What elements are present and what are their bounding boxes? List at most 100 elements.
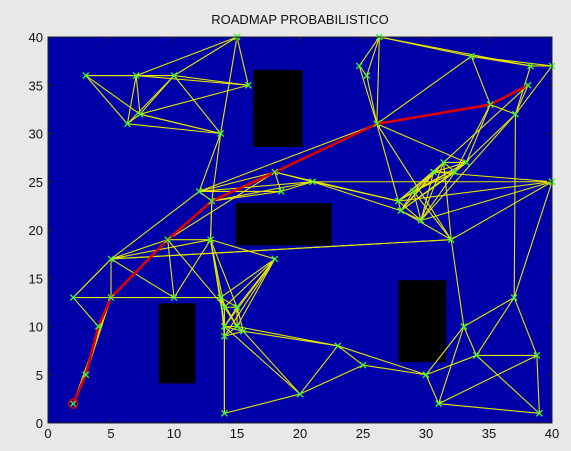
- y-tick-label: 35: [29, 78, 43, 93]
- y-tick-label: 15: [29, 271, 43, 286]
- roadmap-edge: [199, 123, 378, 192]
- roadmap-edge: [110, 239, 168, 260]
- roadmap-edge: [199, 181, 313, 192]
- roadmap-node: [397, 207, 405, 215]
- x-tick-label: 15: [230, 426, 244, 441]
- roadmap-node: [447, 236, 455, 244]
- roadmap-edge: [209, 201, 213, 240]
- roadmap-edge: [412, 191, 452, 240]
- roadmap-edge: [110, 258, 175, 299]
- roadmap-edge: [224, 326, 301, 395]
- roadmap-node: [409, 187, 417, 195]
- x-tick-label: 25: [356, 426, 370, 441]
- roadmap-edge: [420, 162, 445, 221]
- roadmap-edge: [400, 162, 467, 212]
- roadmap-node: [334, 342, 342, 350]
- y-tick-label: 30: [29, 127, 43, 142]
- roadmap-node: [524, 81, 532, 89]
- roadmap-edge: [471, 55, 553, 67]
- roadmap-node: [363, 72, 371, 80]
- x-axis: 0 5 10 15 20 25 30 35 40: [44, 37, 559, 441]
- roadmap-node: [195, 187, 203, 195]
- roadmap-edge: [242, 330, 301, 395]
- roadmap-edge: [438, 354, 538, 405]
- roadmap-node: [220, 303, 228, 311]
- roadmap-edge: [463, 326, 477, 356]
- obstacle-layer: [158, 69, 447, 384]
- roadmap-edge: [438, 403, 540, 414]
- roadmap-node: [533, 351, 541, 359]
- roadmap-edge: [110, 239, 211, 260]
- roadmap-edge: [536, 355, 540, 414]
- roadmap-node: [440, 158, 448, 166]
- roadmap-edge: [167, 239, 175, 298]
- roadmap-edge: [475, 297, 515, 356]
- roadmap-edge: [514, 85, 529, 115]
- roadmap-node: [472, 351, 480, 359]
- x-tick-label: 20: [293, 426, 307, 441]
- roadmap-edge: [425, 326, 465, 376]
- y-tick-label: 5: [36, 368, 43, 383]
- roadmap-edge: [358, 65, 378, 125]
- roadmap-edge: [515, 65, 553, 115]
- roadmap-node: [164, 236, 172, 244]
- roadmap-edge: [513, 181, 553, 298]
- roadmap-edge: [173, 36, 238, 77]
- chart-title: ROADMAP PROBABILISTICO: [211, 12, 388, 27]
- roadmap-edge: [135, 75, 141, 115]
- roadmap-node: [136, 110, 144, 118]
- roadmap-edge: [210, 239, 238, 308]
- roadmap-edge: [450, 181, 553, 241]
- roadmap-edge: [443, 84, 529, 163]
- roadmap-edge: [433, 161, 467, 173]
- roadmap-node: [373, 120, 381, 128]
- roadmap-node: [239, 327, 247, 335]
- roadmap-edge: [220, 297, 238, 308]
- roadmap-edge: [110, 190, 200, 260]
- x-tick-label: 30: [419, 426, 433, 441]
- roadmap-edge: [173, 75, 249, 86]
- roadmap-edge: [513, 114, 517, 298]
- roadmap-edge: [243, 330, 338, 347]
- roadmap-node: [359, 361, 367, 369]
- roadmap-edge: [366, 36, 380, 76]
- roadmap-edge: [420, 171, 435, 221]
- roadmap-edge: [358, 36, 380, 67]
- roadmap-edge: [400, 210, 452, 241]
- roadmap-edge: [72, 297, 99, 327]
- roadmap-node: [220, 323, 228, 330]
- roadmap-edge: [470, 56, 491, 105]
- roadmap-node: [451, 168, 459, 176]
- roadmap-node: [233, 303, 241, 311]
- obstacle-4: [398, 280, 447, 363]
- roadmap-edge: [465, 104, 491, 163]
- roadmap-node: [107, 294, 115, 302]
- roadmap-edge: [362, 364, 427, 376]
- start-marker: [67, 398, 79, 409]
- roadmap-node: [208, 197, 216, 205]
- roadmap-node: [535, 409, 543, 417]
- roadmap-node: [271, 255, 279, 263]
- y-tick-label: 25: [29, 175, 43, 190]
- roadmap-node: [170, 72, 178, 80]
- roadmap-edge: [139, 75, 175, 115]
- roadmap-node: [355, 62, 363, 70]
- roadmap-node: [510, 294, 518, 302]
- roadmap-edge: [376, 123, 399, 202]
- roadmap-node: [69, 400, 77, 408]
- roadmap-node: [527, 62, 535, 70]
- x-tick-label: 40: [545, 426, 559, 441]
- roadmap-node: [467, 52, 475, 60]
- roadmap-edge: [274, 171, 282, 192]
- roadmap-edge: [224, 258, 276, 308]
- roadmap-edge: [199, 171, 275, 192]
- y-tick-label: 20: [29, 223, 43, 238]
- roadmap-edge: [127, 123, 221, 135]
- roadmap-edge: [167, 239, 225, 308]
- roadmap-edge: [198, 133, 222, 192]
- x-tick-label: 10: [167, 426, 181, 441]
- roadmap-edge: [236, 325, 338, 347]
- roadmap-edge: [438, 326, 465, 404]
- roadmap-edge: [337, 345, 427, 376]
